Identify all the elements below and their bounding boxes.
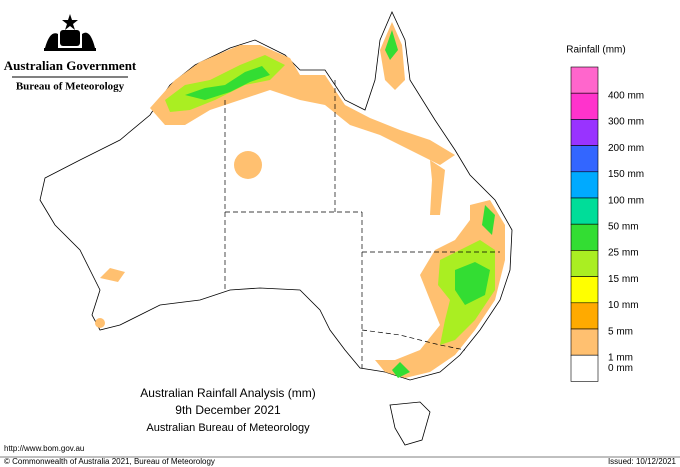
footer-copyright: © Commonwealth of Australia 2021, Bureau… <box>4 457 215 466</box>
coat-of-arms <box>44 14 96 51</box>
legend-title: Rainfall (mm) <box>566 45 625 56</box>
legend-label: 400 mm <box>608 90 644 101</box>
legend-label: 50 mm <box>608 221 639 232</box>
legend-label: 0 mm <box>608 363 633 374</box>
map-date: 9th December 2021 <box>175 403 281 417</box>
legend-swatch <box>570 328 599 356</box>
government-name: Australian Government <box>4 58 137 73</box>
legend-swatch <box>570 119 599 146</box>
bureau-name: Bureau of Meteorology <box>16 81 125 93</box>
legend-swatch <box>570 171 599 199</box>
legend-swatch <box>570 197 599 225</box>
legend-label: 300 mm <box>608 117 644 128</box>
australia-map <box>39 11 513 446</box>
footer-url: http://www.bom.gov.au <box>4 444 84 453</box>
legend-label: 15 mm <box>608 274 639 285</box>
map-title: Australian Rainfall Analysis (mm) <box>140 386 315 400</box>
legend-swatch <box>570 354 599 382</box>
legend-swatch <box>570 92 599 120</box>
legend-label: 10 mm <box>608 300 639 311</box>
legend-label: 25 mm <box>608 248 639 259</box>
legend-label: 5 mm <box>608 326 633 337</box>
legend-label: 200 mm <box>608 143 644 154</box>
legend-swatch <box>570 145 599 173</box>
legend: 400 mm 300 mm 200 mm 150 mm 100 mm 50 mm 25 mm… <box>570 66 644 382</box>
legend-label: 1 mm <box>608 352 633 363</box>
legend-swatch <box>570 66 599 94</box>
map-source: Australian Bureau of Meteorology <box>146 422 310 434</box>
legend-swatch <box>570 302 599 330</box>
legend-swatch <box>570 223 599 251</box>
legend-label: 150 mm <box>608 169 644 180</box>
legend-swatch <box>570 250 599 277</box>
footer-issued: Issued: 10/12/2021 <box>608 457 677 466</box>
legend-swatch <box>570 276 599 304</box>
legend-label: 100 mm <box>608 195 644 206</box>
